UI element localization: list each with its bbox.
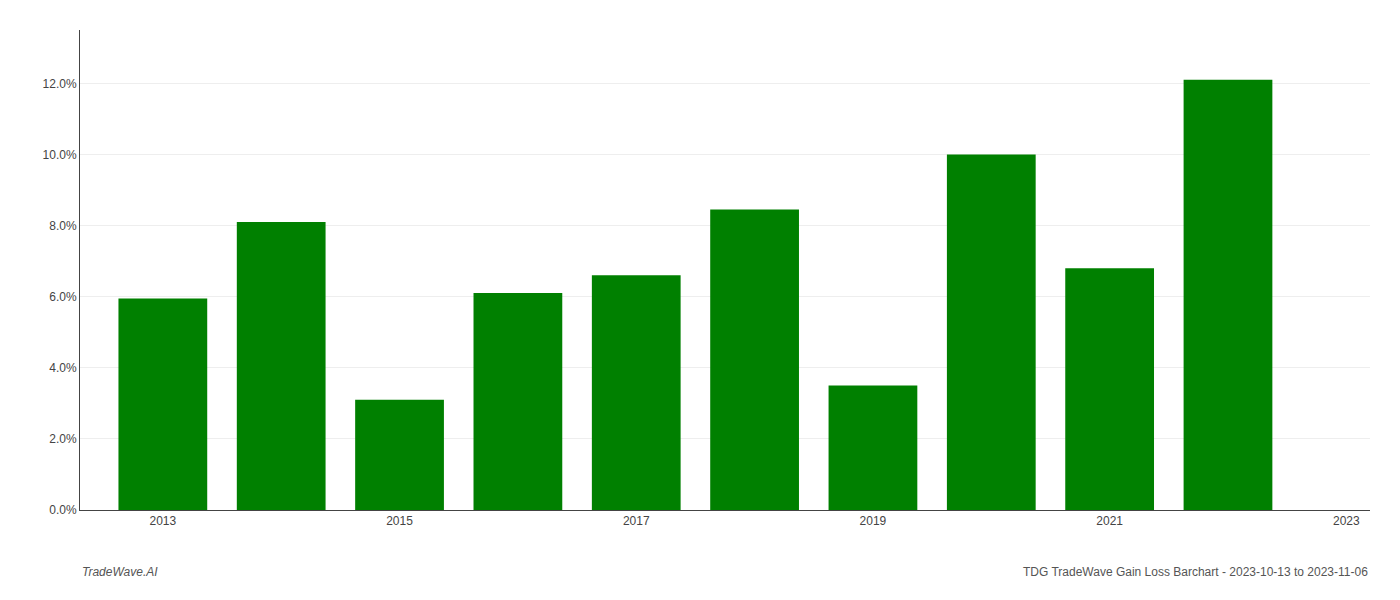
svg-text:2019: 2019	[860, 514, 887, 528]
svg-text:2013: 2013	[149, 514, 176, 528]
svg-text:0.0%: 0.0%	[49, 503, 77, 517]
svg-text:2021: 2021	[1096, 514, 1123, 528]
svg-text:2.0%: 2.0%	[49, 432, 77, 446]
svg-text:TradeWave.AI: TradeWave.AI	[82, 565, 158, 579]
svg-text:2023: 2023	[1333, 514, 1360, 528]
svg-text:10.0%: 10.0%	[43, 148, 77, 162]
svg-text:2017: 2017	[623, 514, 650, 528]
svg-text:2015: 2015	[386, 514, 413, 528]
svg-text:8.0%: 8.0%	[49, 219, 77, 233]
svg-text:6.0%: 6.0%	[49, 290, 77, 304]
svg-text:4.0%: 4.0%	[49, 361, 77, 375]
svg-text:TDG TradeWave Gain Loss Barcha: TDG TradeWave Gain Loss Barchart - 2023-…	[1023, 565, 1368, 579]
svg-text:12.0%: 12.0%	[43, 77, 77, 91]
